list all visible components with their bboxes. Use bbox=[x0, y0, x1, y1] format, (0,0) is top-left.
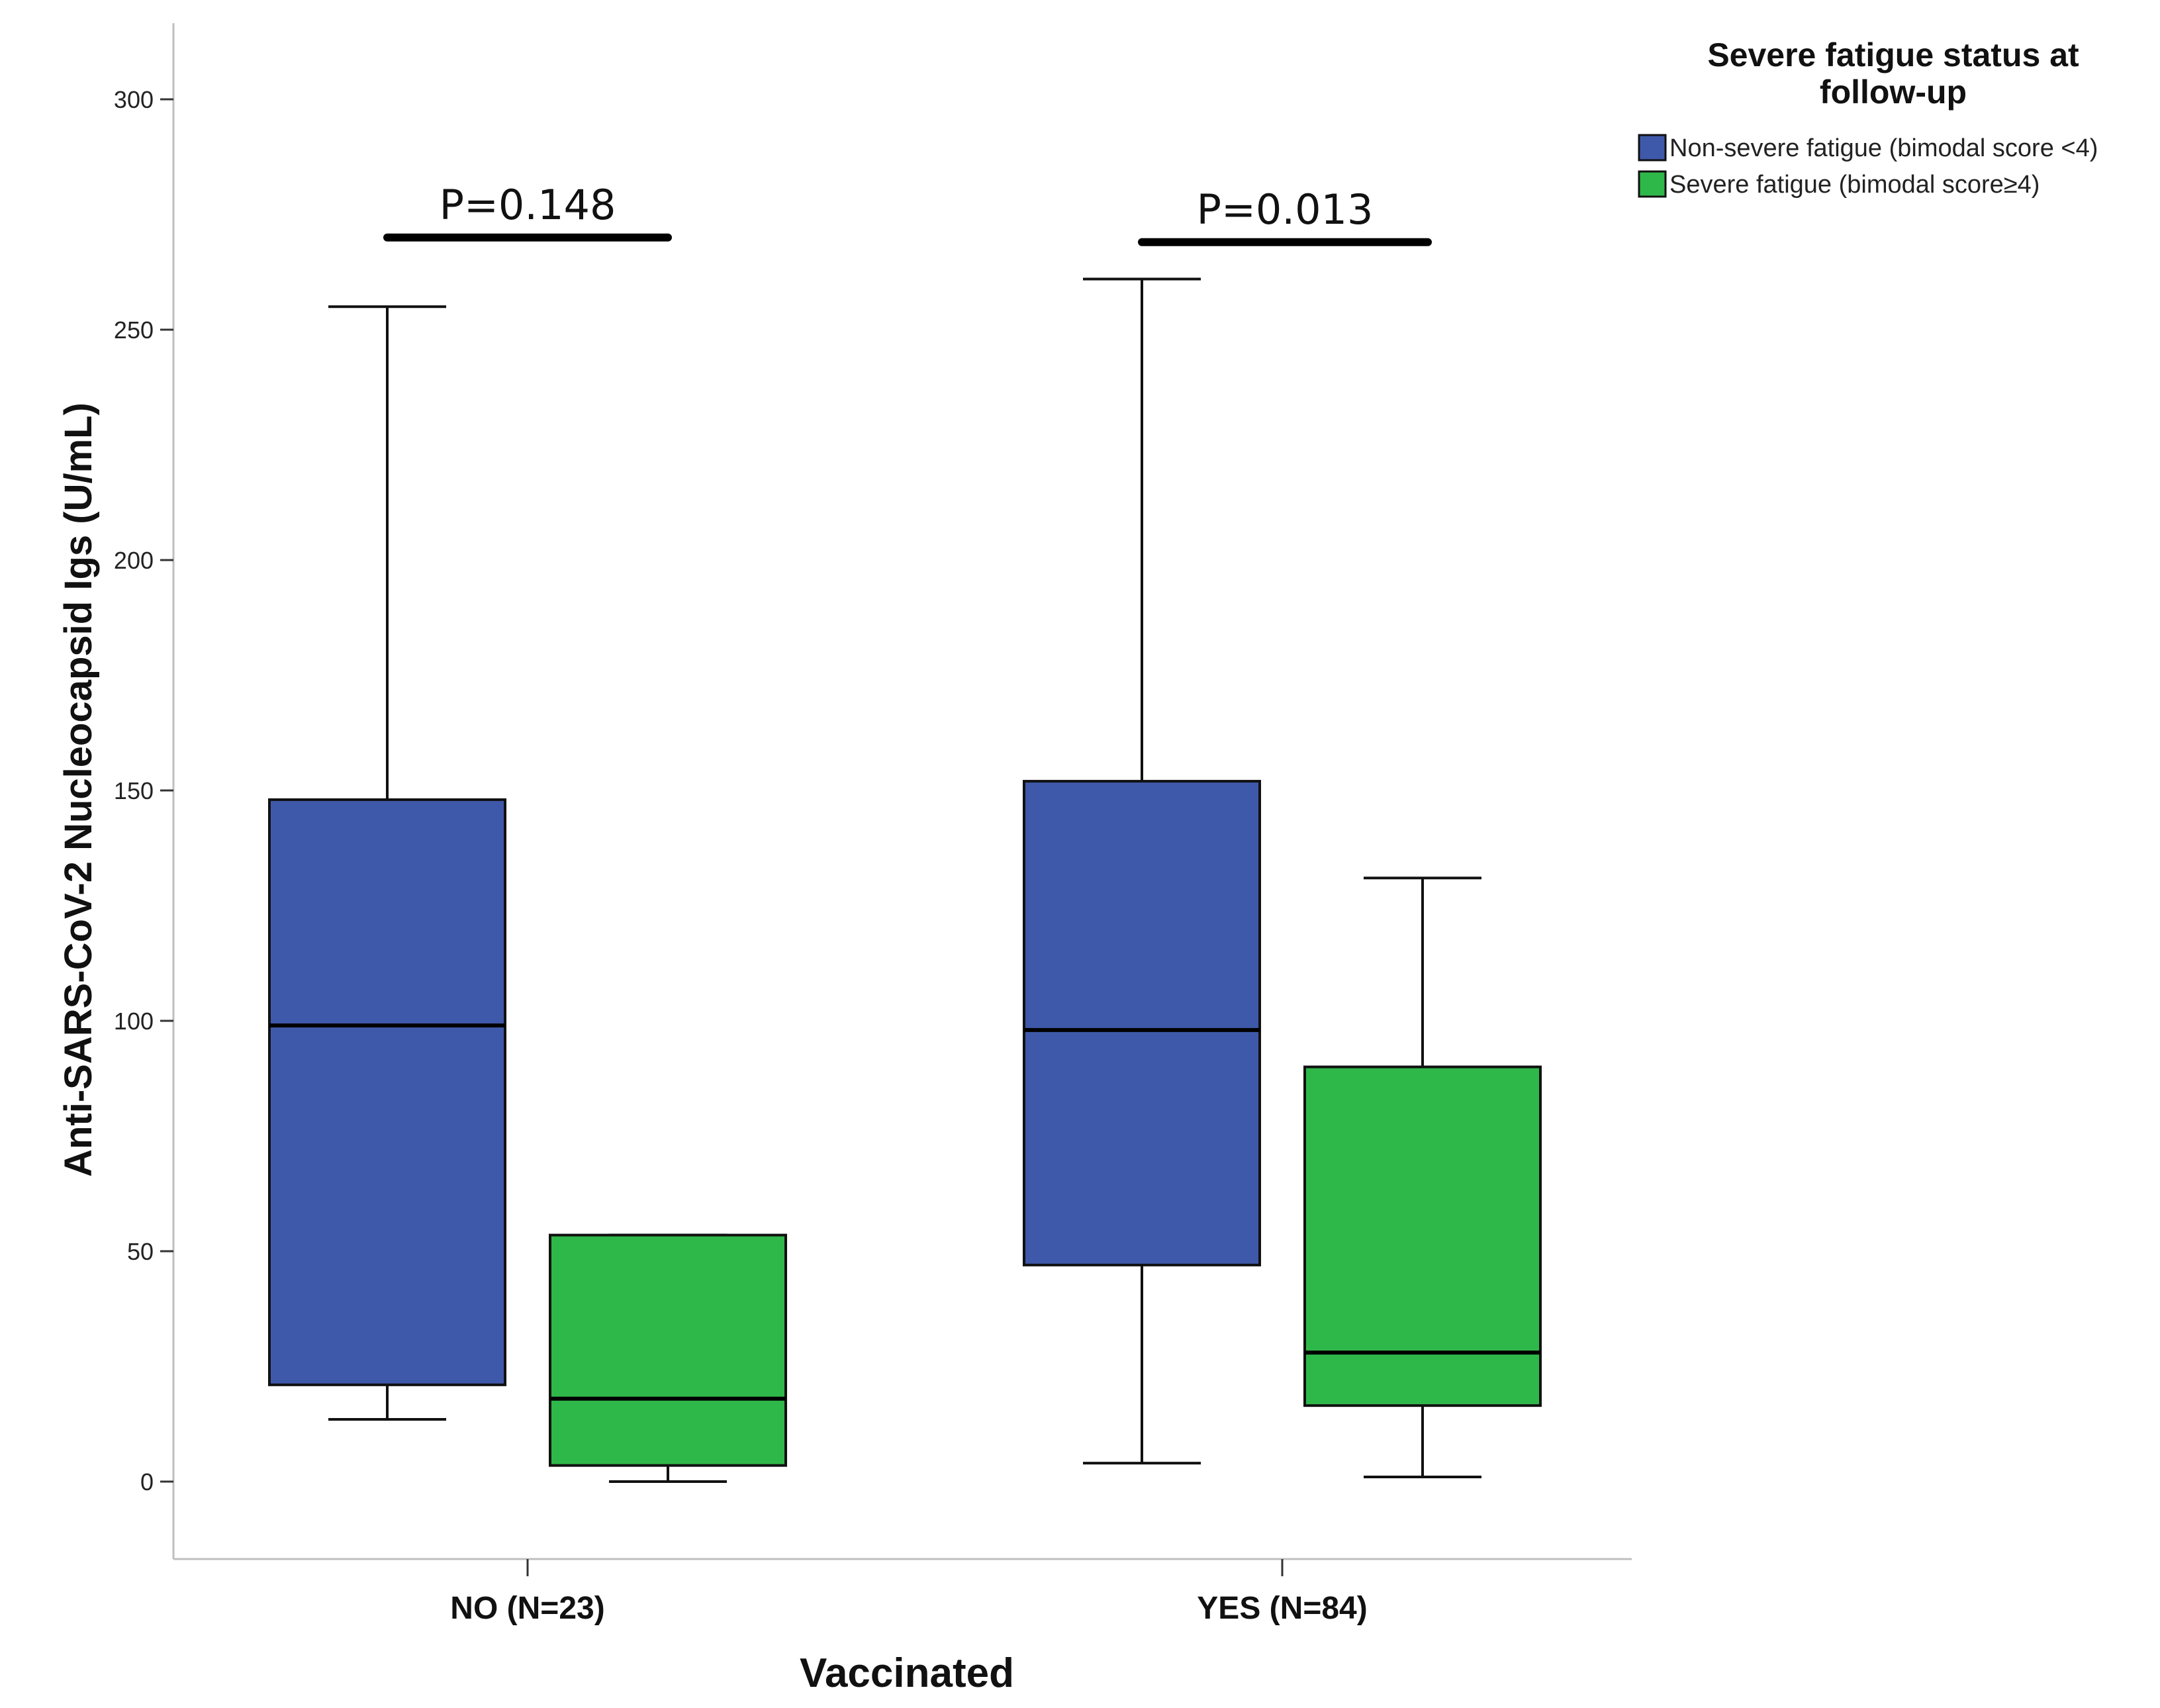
y-tick-label: 50 bbox=[127, 1238, 154, 1265]
legend-swatch bbox=[1638, 170, 1667, 198]
box-iqr bbox=[268, 798, 506, 1386]
y-axis-title: Anti-SARS-CoV-2 Nucleocapsid Igs (U/mL) bbox=[57, 403, 100, 1177]
y-tick-label: 0 bbox=[140, 1468, 154, 1495]
box-iqr bbox=[1303, 1065, 1542, 1407]
legend-swatch bbox=[1638, 134, 1667, 162]
x-axis-title: Vaccinated bbox=[800, 1650, 1014, 1696]
p-value-label: P=0.013 bbox=[1197, 185, 1374, 234]
y-tick-label: 150 bbox=[114, 777, 154, 804]
axes: 0 50 100 150 200 250 300 NO (N=23) YES (N=84) Vac… bbox=[57, 23, 1632, 1696]
x-tick-label: NO (N=23) bbox=[450, 1591, 604, 1626]
legend-entry-label: Severe fatigue (bimodal score≥4) bbox=[1669, 171, 2040, 199]
legend-entry-label: Non-severe fatigue (bimodal score <4) bbox=[1669, 134, 2098, 162]
plot-marks: P=0.148 P=0.013 bbox=[268, 181, 1542, 1483]
y-tick-label: 250 bbox=[114, 316, 154, 344]
box-iqr bbox=[1023, 780, 1261, 1266]
y-tick-label: 300 bbox=[114, 86, 154, 113]
y-tick-label: 100 bbox=[114, 1008, 154, 1035]
p-value-label: P=0.148 bbox=[440, 181, 616, 229]
x-tick-label: YES (N=84) bbox=[1197, 1591, 1367, 1626]
y-tick-label: 200 bbox=[114, 547, 154, 574]
legend-title: Severe fatigue status at bbox=[1707, 36, 2079, 73]
legend-title: follow-up bbox=[1820, 73, 1967, 111]
box-iqr bbox=[549, 1233, 787, 1467]
